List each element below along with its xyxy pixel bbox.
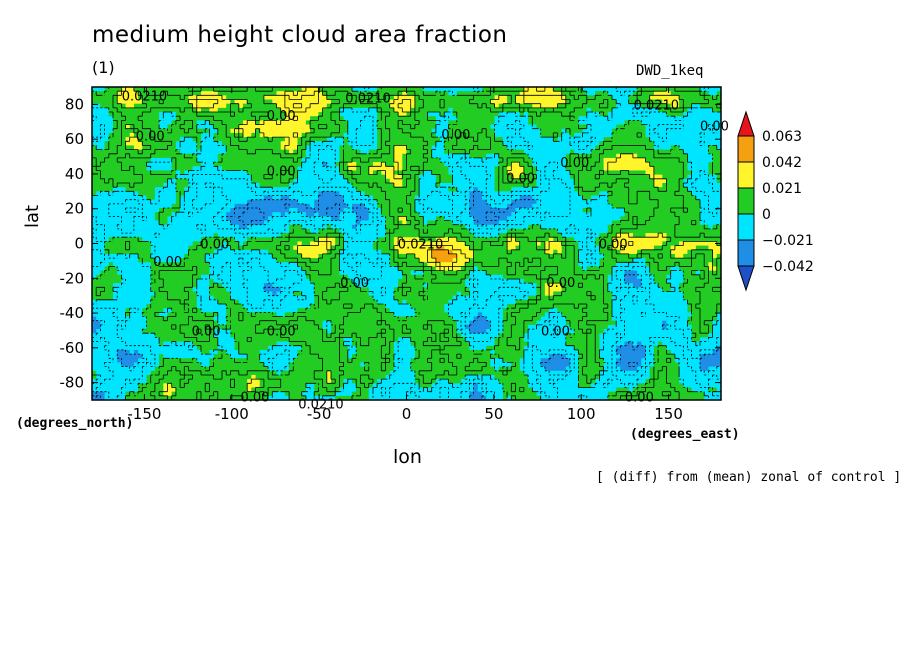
contour-label: 0.0210 [634,98,680,113]
contour-label: 0.00 [506,171,535,186]
y-axis-label: lat [22,204,43,228]
x-tick-label: 150 [654,405,683,423]
colorbar-level-label: 0.021 [762,181,802,197]
contour-label: 0.00 [200,238,229,253]
x-tick-label: 50 [484,405,503,423]
colorbar-bottom-arrow [737,265,755,292]
x-axis-label: lon [393,446,422,468]
contour-label: 0.00 [267,324,296,339]
x-axis-units: (degrees_east) [630,427,740,442]
colorbar-box [737,213,755,241]
contour-label: 0.00 [267,165,296,180]
colorbar-top-arrow [737,110,755,137]
colorbar-level-label: −0.021 [762,233,814,249]
contour-label-layer: 0.0210 0.0210 0.0210 0.00 0.00 0.00 0.00 0.00 0.… [122,90,729,413]
contour-label: 0.00 [192,324,221,339]
colorbar-level-label: 0.063 [762,129,802,145]
y-tick-label: 20 [65,200,84,218]
y-tick-label: -20 [60,269,85,287]
y-tick-label: 60 [65,130,84,148]
run-label: DWD_1keq [636,63,704,79]
x-tick-label: 100 [567,405,596,423]
contour-label: 0.0210 [345,91,391,106]
x-tick-label: -50 [307,405,332,423]
colorbar-box [737,135,755,163]
colorbar-box [737,187,755,215]
contour-label: 0.00 [340,276,369,291]
contour-label: 0.00 [153,255,182,270]
contour-lines-positive [92,87,721,400]
axis-layer: -150 -100 -50 0 50 100 150806040200-20-40-60-8… [60,87,721,423]
colorbar-box [737,239,755,267]
contour-label: 0.0210 [122,90,168,105]
x-tick-label: -100 [215,405,249,423]
chart-title: medium height cloud area fraction [92,22,508,48]
contour-layer [92,87,721,400]
chart-subtitle: (1) [92,58,115,77]
contour-label: 0.00 [441,128,470,143]
y-tick-label: 40 [65,165,84,183]
contour-label: 0.00 [541,324,570,339]
contour-lines-negative [92,87,721,400]
colorbar-box [737,161,755,189]
field-layer [92,87,721,400]
x-tick-label: 0 [402,405,412,423]
colorbar-level-label: 0 [762,207,771,223]
y-tick-label: 0 [74,235,84,253]
y-tick-label: -80 [60,374,85,392]
contour-label: 0.00 [267,109,296,124]
contour-label: 0.00 [136,130,165,145]
contour-label: 0.00 [625,391,654,406]
colorbar-level-label: 0.042 [762,155,802,171]
y-tick-label: 80 [65,95,84,113]
colorbar: 0.063 0.042 0.021 0 −0.021 −0.042 [737,110,814,292]
contour-label: 0.0210 [398,238,444,253]
contour-label: 0.00 [700,119,729,134]
contour-label: 0.00 [599,238,628,253]
contour-label: 0.00 [560,156,589,171]
plot-frame [91,86,722,401]
y-tick-label: -60 [60,339,85,357]
colorbar-level-label: −0.042 [762,259,814,275]
footnote: [ (diff) from (mean) zonal of control ] [596,470,902,485]
contour-label: 0.00 [241,391,270,406]
y-axis-units: (degrees_north) [16,416,134,431]
contour-label: 0.0210 [298,398,344,413]
y-tick-label: -40 [60,304,85,322]
contour-label: 0.00 [546,276,575,291]
